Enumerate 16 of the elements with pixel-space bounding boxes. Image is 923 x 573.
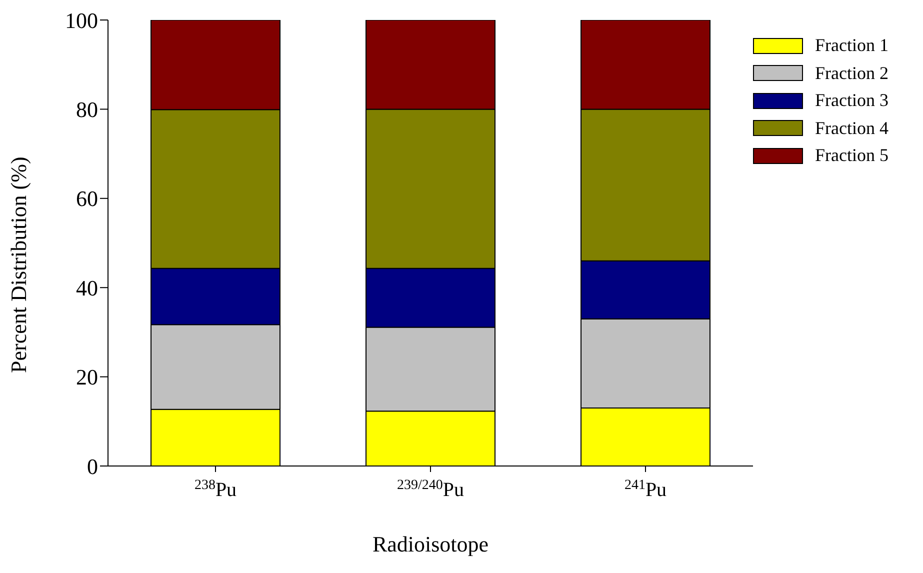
y-axis-title: Percent Distribution (%) [6,156,31,373]
x-tick-label: $^{238}$Pu [194,478,237,501]
legend-label: Fraction 3 [815,90,888,112]
x-axis-title: Radioisotope [372,532,489,557]
legend-label: Fraction 2 [815,62,888,84]
legend-label: Fraction 5 [815,145,888,166]
legend-label: Fraction 1 [815,35,888,56]
y-tick-label: 100 [65,8,98,33]
x-tick-label: $^{241}$Pu [624,478,667,501]
legend-label: Fraction 4 [815,118,888,139]
y-tick-label: 60 [76,186,98,212]
y-tick-label: 0 [87,454,98,479]
x-tick-label: $^{239/240}$Pu [396,478,464,501]
y-tick-label: 20 [76,364,98,390]
y-tick-label: 40 [76,275,98,300]
y-tick-label: 80 [76,97,98,122]
